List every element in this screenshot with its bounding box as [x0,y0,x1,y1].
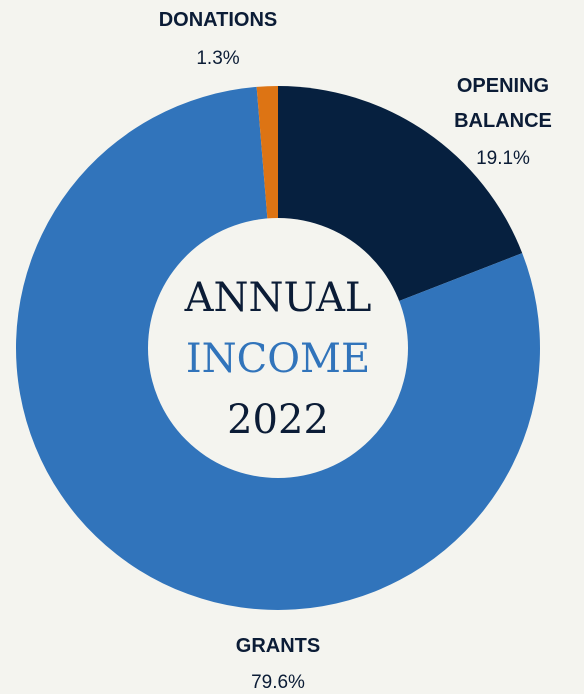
label-donations-name: DONATIONS [159,9,278,31]
label-opening-balance-line2: BALANCE [454,110,552,132]
label-opening-balance-value: 19.1% [476,148,530,169]
center-title-line2: INCOME [186,336,370,382]
label-grants-name: GRANTS [236,635,320,657]
label-donations-value: 1.3% [196,48,239,69]
center-title-line3: 2022 [227,397,329,443]
center-title-line1: ANNUAL [184,275,372,321]
label-grants-value: 79.6% [251,672,305,693]
label-opening-balance-line1: OPENING [457,75,549,97]
donut-center [148,218,408,478]
